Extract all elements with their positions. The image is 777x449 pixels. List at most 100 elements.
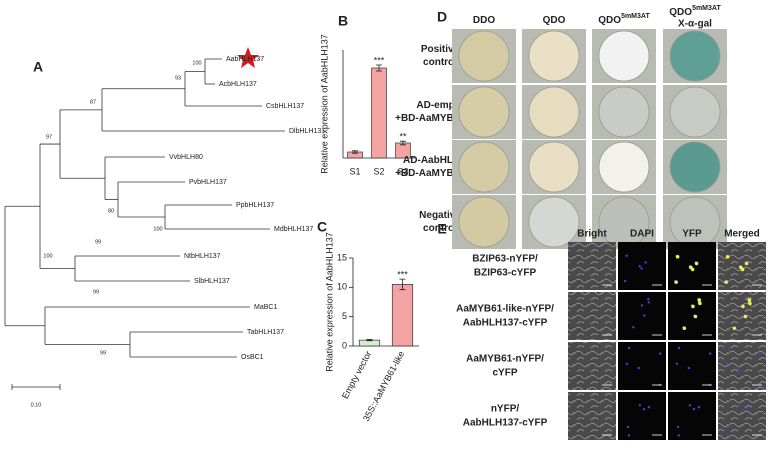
nucleus — [640, 304, 644, 307]
error-bar — [352, 150, 358, 154]
yfp-signal — [682, 326, 687, 331]
nucleus — [638, 265, 641, 268]
nucleus — [687, 366, 690, 370]
nucleus — [627, 434, 631, 437]
nucleus — [625, 254, 628, 257]
row-label: control — [423, 57, 457, 68]
nucleus — [647, 406, 651, 409]
yeast-colony — [528, 141, 580, 193]
micrograph — [568, 342, 616, 390]
nucleus — [647, 297, 650, 301]
nucleus — [738, 404, 742, 407]
leaf-label: TabHLH137 — [247, 329, 284, 336]
yeast-colony — [458, 196, 510, 248]
row-label: AaMYB61-like-nYFP/ — [456, 304, 554, 315]
bootstrap-value: 99 — [100, 350, 106, 356]
yfp-signal — [674, 280, 678, 284]
row-label: AD-AabHLH137 — [403, 155, 477, 166]
y-axis-title: Relative expression of AabHLH137 — [319, 34, 329, 174]
micrograph — [568, 242, 616, 290]
nucleus — [637, 366, 640, 370]
y-tick-label: 5 — [342, 311, 347, 321]
bootstrap-value: 100 — [153, 226, 162, 232]
yeast-colony — [598, 30, 650, 82]
nucleus — [726, 425, 730, 429]
row-label: AabHLH137-cYFP — [463, 418, 548, 429]
nucleus — [626, 425, 630, 429]
nucleus — [709, 352, 712, 355]
leaf-label: AabHLH137 — [226, 56, 264, 63]
yeast-colony — [458, 141, 510, 193]
micrograph — [668, 292, 716, 340]
yfp-signal — [694, 261, 699, 266]
leaf-label: MaBC1 — [254, 304, 277, 311]
leaf-label: SlbHLH137 — [194, 278, 230, 285]
nucleus — [727, 434, 731, 437]
leaf-label: VvbHLH80 — [169, 154, 203, 161]
yfp-signal — [697, 298, 702, 302]
nucleus — [632, 326, 635, 329]
row-label: Positive — [421, 44, 460, 55]
bootstrap-value: 80 — [108, 208, 114, 214]
nucleus — [727, 346, 731, 350]
yeast-colony — [669, 141, 721, 193]
significance-label: *** — [374, 55, 385, 65]
nucleus — [642, 408, 646, 411]
error-bar — [376, 64, 382, 72]
nucleus — [643, 314, 646, 317]
column-header: X-α-gal — [678, 19, 712, 30]
column-header: DAPI — [630, 229, 654, 240]
nucleus — [647, 301, 651, 304]
bar — [391, 284, 414, 347]
bootstrap-value: 97 — [46, 134, 52, 140]
column-header: Merged — [724, 229, 760, 240]
y-tick-label: 10 — [337, 282, 347, 292]
nucleus — [759, 352, 762, 355]
nucleus — [692, 408, 696, 411]
column-header: YFP — [682, 229, 702, 240]
row-label: +BD-AaMYB61-like — [395, 168, 485, 179]
bootstrap-value: 93 — [175, 75, 181, 81]
leaf-label: MdbHLH137 — [274, 226, 313, 233]
row-label: AD-empty — [416, 100, 464, 111]
micrograph — [618, 292, 666, 340]
yfp-signal — [724, 280, 728, 284]
row-label: control — [423, 223, 457, 234]
nucleus — [640, 267, 643, 270]
y-tick-label: 0 — [342, 340, 347, 350]
yfp-signal — [743, 314, 748, 319]
micrograph — [618, 242, 666, 290]
bootstrap-value: 100 — [192, 60, 201, 66]
leaf-label: PvbHLH137 — [189, 179, 227, 186]
yeast-colony — [458, 86, 510, 138]
nucleus — [644, 261, 647, 264]
bootstrap-value: 100 — [43, 253, 52, 259]
bootstrap-value: 99 — [95, 239, 101, 245]
scale-label: 0.10 — [31, 402, 42, 408]
significance-label: ** — [399, 132, 407, 142]
x-tick-label: S1 — [349, 166, 360, 176]
leaf-label: NtbHLH137 — [184, 253, 221, 260]
leaf-label: OsBC1 — [241, 354, 264, 361]
nucleus — [697, 406, 701, 409]
yfp-signal — [725, 254, 730, 259]
star-icon — [237, 47, 259, 68]
yfp-signal — [732, 326, 737, 331]
yfp-signal — [691, 304, 695, 309]
column-header: QDO5mM3AT — [598, 13, 650, 26]
error-bar — [400, 140, 406, 146]
panel-label: A — [33, 59, 43, 75]
nucleus — [725, 362, 729, 365]
micrograph — [618, 392, 666, 440]
yfp-signal — [688, 265, 693, 270]
yfp-signal — [741, 304, 745, 309]
column-header: DDO — [473, 15, 495, 26]
nucleus — [638, 404, 642, 407]
row-label: nYFP/ — [491, 404, 520, 415]
yfp-signal — [748, 301, 752, 306]
nucleus — [688, 404, 692, 407]
column-header: QDO5mM3AT — [669, 5, 721, 18]
micrograph — [718, 392, 766, 440]
nucleus — [627, 346, 631, 350]
x-tick-label: S3 — [397, 166, 408, 176]
